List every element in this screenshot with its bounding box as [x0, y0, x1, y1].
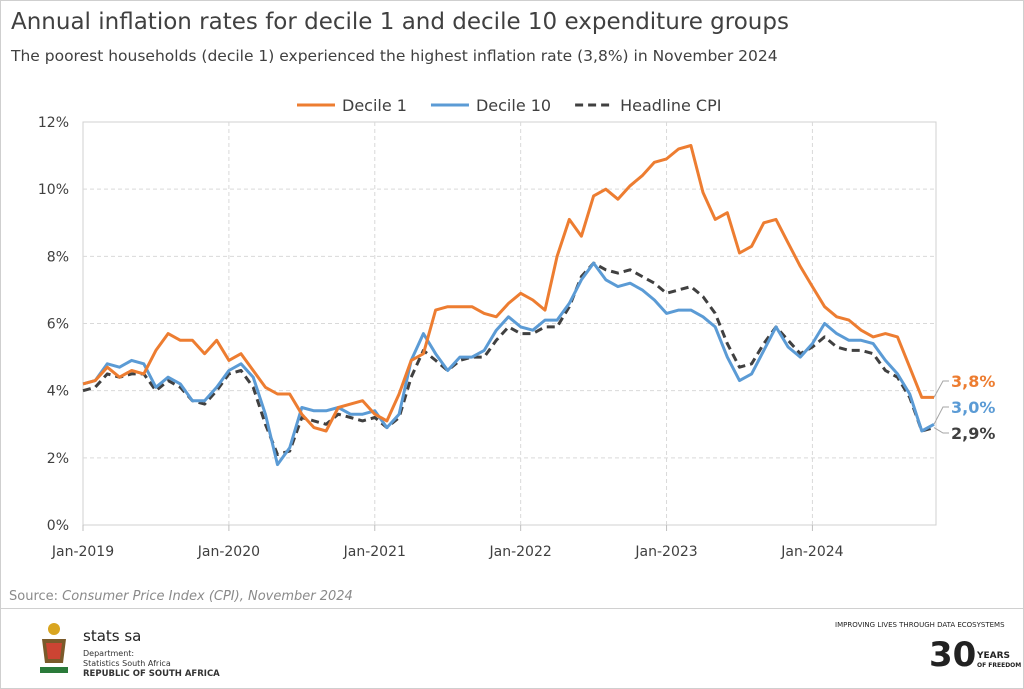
coat-of-arms-logo — [40, 623, 68, 673]
source-note: Source: Consumer Price Index (CPI), Nove… — [9, 589, 353, 604]
department-text: Department: Statistics South Africa REPUBL… — [83, 649, 220, 679]
end-data-label: 3,0% — [951, 398, 995, 417]
y-tick-label: 2% — [47, 451, 69, 467]
line-chart: 0% 2% 4% 6% 8% 10% 12% Jan-2019 Jan-2020 Jan-2021… — [38, 96, 996, 560]
y-tick-label: 0% — [47, 518, 69, 534]
chart-subtitle: The poorest households (decile 1) experi… — [11, 47, 778, 65]
data-label-leader — [933, 406, 949, 425]
years-label: YEARS — [977, 651, 1011, 661]
y-tick-label: 4% — [47, 384, 69, 400]
series-line-headline-cpi — [82, 261, 935, 456]
x-tick-label: Jan-2019 — [51, 544, 114, 560]
source-text: Consumer Price Index (CPI), November 202… — [62, 589, 353, 604]
tagline: IMPROVING LIVES THROUGH DATA ECOSYSTEMS — [835, 621, 1005, 629]
source-prefix: Source: — [9, 589, 63, 604]
data-label-leader — [933, 380, 949, 398]
y-tick-label: 6% — [47, 317, 69, 333]
dept-line-2: Statistics South Africa — [83, 659, 171, 668]
legend-label: Headline CPI — [620, 96, 721, 115]
series-line-decile-10 — [82, 261, 935, 467]
dept-line-3: REPUBLIC OF SOUTH AFRICA — [83, 669, 220, 679]
y-tick-label: 8% — [47, 249, 69, 265]
stats-sa-brand: stats sa — [83, 627, 142, 645]
footer-divider — [1, 608, 1023, 609]
dept-line-1: Department: — [83, 649, 135, 658]
thirty-years-logo: 30 — [929, 635, 977, 675]
chart-title: Annual inflation rates for decile 1 and … — [11, 9, 789, 35]
y-tick-label: 10% — [38, 182, 69, 198]
legend-label: Decile 10 — [476, 96, 551, 115]
x-tick-label: Jan-2023 — [634, 544, 697, 560]
x-tick-label: Jan-2020 — [197, 544, 260, 560]
end-data-label: 2,9% — [951, 424, 995, 443]
x-tick-label: Jan-2022 — [489, 544, 552, 560]
of-freedom-label: OF FREEDOM — [977, 662, 1022, 669]
x-tick-label: Jan-2024 — [780, 544, 843, 560]
y-tick-label: 12% — [38, 115, 69, 131]
series-line-decile-1 — [82, 144, 934, 433]
data-label-leader — [933, 427, 949, 434]
years-of-freedom-text: YEARS OF FREEDOM — [977, 651, 1021, 670]
end-data-label: 3,8% — [951, 372, 995, 391]
legend-label: Decile 1 — [342, 96, 407, 115]
x-tick-label: Jan-2021 — [343, 544, 406, 560]
